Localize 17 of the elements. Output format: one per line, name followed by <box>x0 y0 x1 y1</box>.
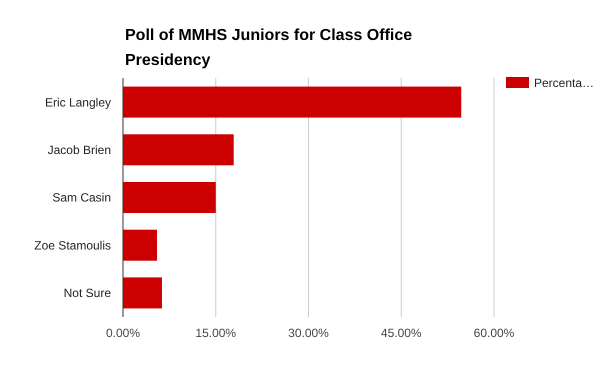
y-tick-label: Jacob Brien <box>48 142 111 157</box>
bar <box>123 230 158 261</box>
x-tick-label: 60.00% <box>474 326 515 340</box>
bar <box>123 182 216 214</box>
bar <box>123 134 234 166</box>
legend-label: Percenta… <box>534 76 594 90</box>
bar <box>123 86 462 118</box>
x-tick-label: 0.00% <box>106 326 140 340</box>
y-tick-label: Not Sure <box>64 286 112 300</box>
x-tick-label: 45.00% <box>380 326 422 340</box>
y-tick-label: Sam Casin <box>52 190 111 205</box>
bar <box>123 277 162 308</box>
x-tick-label: 15.00% <box>195 326 236 340</box>
y-tick-label: Eric Langley <box>44 95 111 110</box>
x-tick-label: 30.00% <box>288 326 330 340</box>
chart-title: Poll of MMHS Juniors for Class Office Presidency <box>125 27 412 69</box>
y-tick-label: Zoe Stamoulis <box>34 238 111 252</box>
